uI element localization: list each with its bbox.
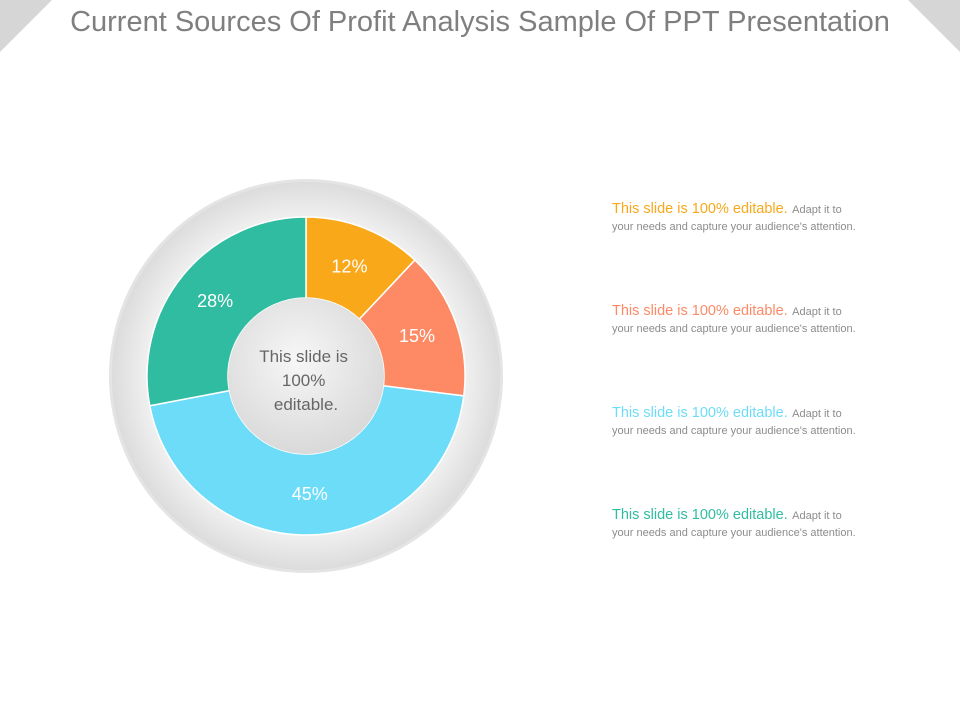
center-label: This slide is 100% editable. — [259, 347, 353, 414]
slice-label-1: 12% — [331, 256, 367, 276]
note-4-body-start: Adapt it to — [792, 510, 842, 522]
note-1-heading: This slide is 100% editable. — [612, 201, 788, 217]
center-label-line-1: This slide is — [259, 347, 348, 366]
corner-decoration-right — [908, 0, 960, 88]
slice-label-2: 15% — [399, 326, 435, 346]
corner-decoration-left — [0, 0, 52, 88]
slide-title: Current Sources Of Profit Analysis Sampl… — [70, 6, 890, 38]
note-4: This slide is 100% editable. Adapt it to… — [612, 507, 912, 541]
note-3-heading: This slide is 100% editable. — [612, 405, 788, 421]
note-2-heading: This slide is 100% editable. — [612, 303, 788, 319]
center-disc — [228, 298, 384, 454]
note-2: This slide is 100% editable. Adapt it to… — [612, 303, 912, 337]
note-2-body-start: Adapt it to — [792, 306, 842, 318]
note-1: This slide is 100% editable. Adapt it to… — [612, 201, 912, 235]
note-1-body-start: Adapt it to — [792, 204, 842, 216]
slice-label-4: 28% — [197, 291, 233, 311]
note-1-body-end: your needs and capture your audience's a… — [612, 221, 856, 233]
slice-label-3: 45% — [292, 484, 328, 504]
note-3-body-end: your needs and capture your audience's a… — [612, 425, 856, 437]
note-4-heading: This slide is 100% editable. — [612, 507, 788, 523]
note-3: This slide is 100% editable. Adapt it to… — [612, 405, 912, 439]
center-label-line-3: editable. — [274, 395, 338, 414]
note-2-body-end: your needs and capture your audience's a… — [612, 323, 856, 335]
note-4-body-end: your needs and capture your audience's a… — [612, 527, 856, 539]
note-3-body-start: Adapt it to — [792, 408, 842, 420]
center-label-line-2: 100% — [282, 371, 325, 390]
